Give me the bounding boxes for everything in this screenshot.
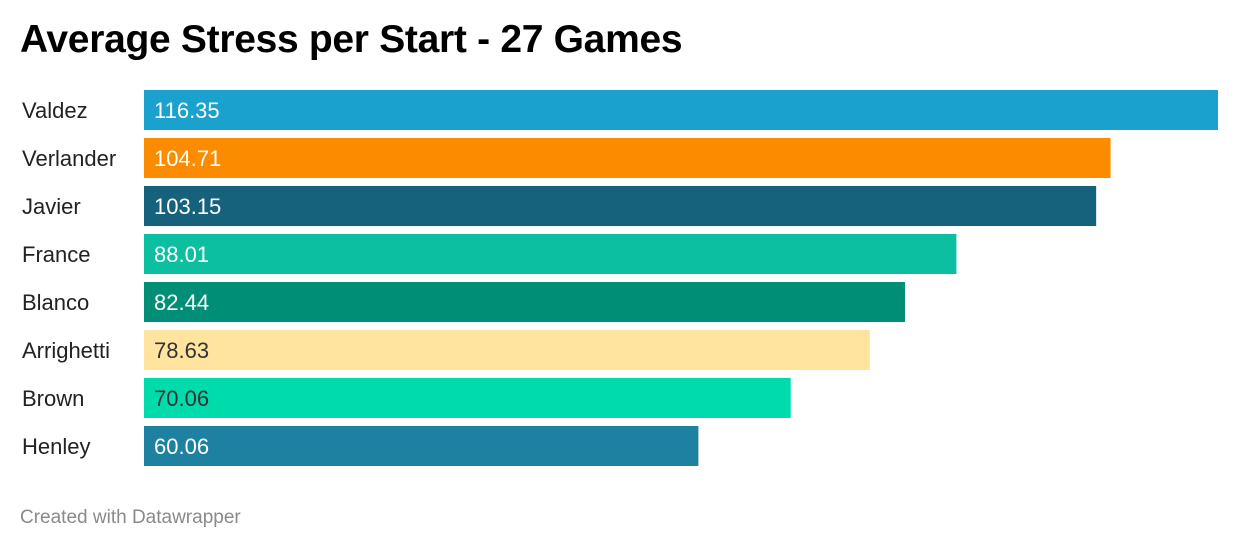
bar <box>144 90 1218 130</box>
data-label: 60.06 <box>154 434 209 459</box>
bar <box>144 426 699 466</box>
data-label: 103.15 <box>154 194 221 219</box>
category-label: Henley <box>22 434 90 459</box>
data-label: 82.44 <box>154 290 209 315</box>
bar <box>144 282 905 322</box>
footer-credit: Created with Datawrapper <box>20 507 241 528</box>
data-label: 116.35 <box>154 98 220 123</box>
data-label: 104.71 <box>154 146 221 171</box>
data-label: 70.06 <box>154 386 209 411</box>
category-label: Verlander <box>22 146 116 171</box>
category-label: France <box>22 242 90 267</box>
category-label: Blanco <box>22 290 89 315</box>
category-label: Valdez <box>22 98 88 123</box>
category-label: Javier <box>22 194 81 219</box>
bar <box>144 378 791 418</box>
category-label: Brown <box>22 386 84 411</box>
bar <box>144 234 957 274</box>
chart-title: Average Stress per Start - 27 Games <box>20 18 683 61</box>
data-label: 88.01 <box>154 242 209 267</box>
data-label: 78.63 <box>154 338 209 363</box>
bar <box>144 186 1097 226</box>
bar <box>144 330 870 370</box>
bar <box>144 138 1111 178</box>
category-label: Arrighetti <box>22 338 110 363</box>
